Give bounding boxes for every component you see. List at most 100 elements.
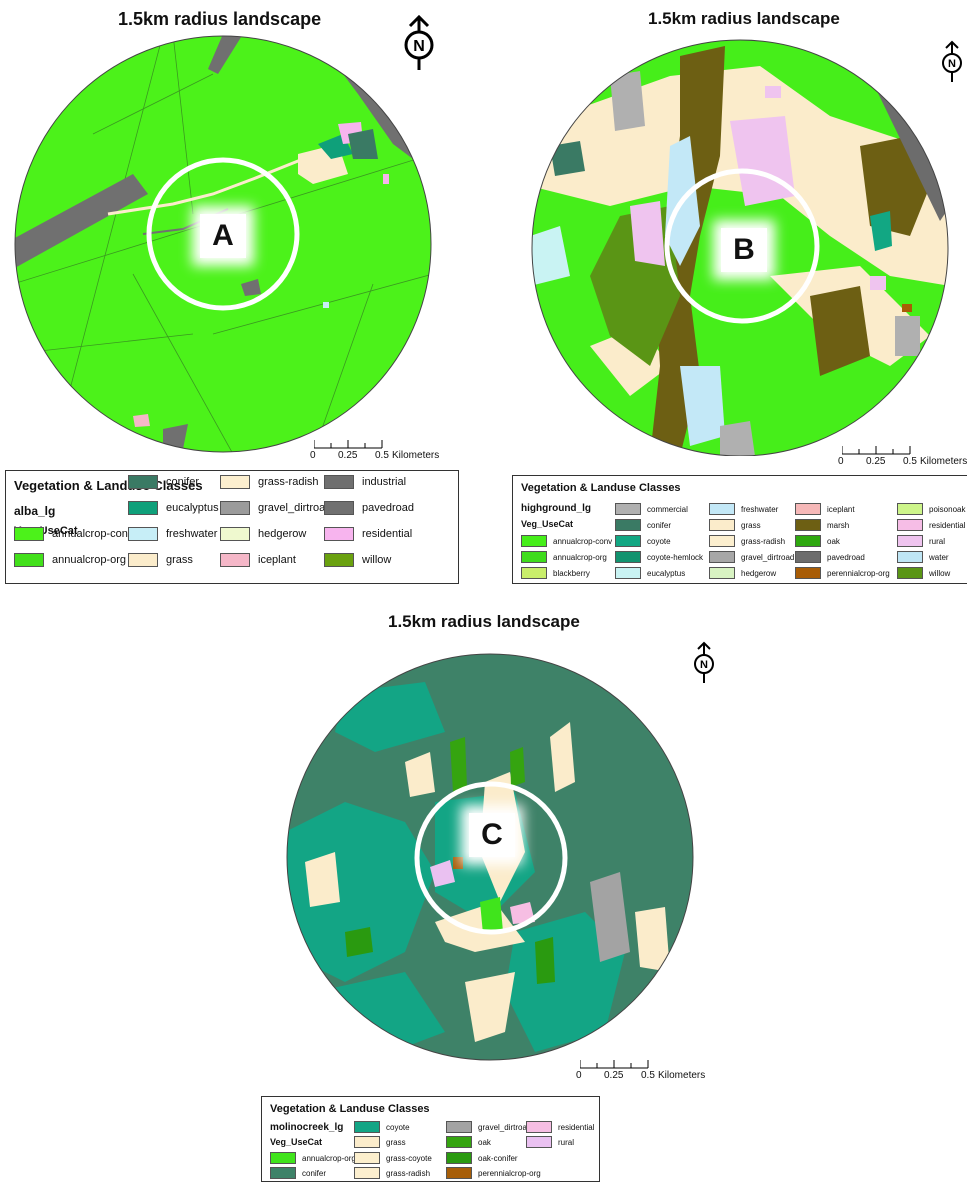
site-label-c: C <box>469 813 515 857</box>
legend-item: hedgerow <box>709 567 776 579</box>
legend-swatch <box>354 1167 380 1179</box>
map-c <box>286 653 694 1061</box>
legend-swatch <box>128 475 158 489</box>
legend-swatch <box>897 567 923 579</box>
legend-swatch <box>897 535 923 547</box>
legend-item: rural <box>526 1136 574 1148</box>
legend-swatch <box>354 1152 380 1164</box>
legend-swatch <box>795 551 821 563</box>
north-arrow-icon: N <box>940 40 964 89</box>
legend-item: gravel_dirtroad <box>709 551 794 563</box>
legend-a: Vegetation & Landuse Classes alba_lg Veg… <box>5 470 459 584</box>
legend-label: pavedroad <box>362 502 414 514</box>
scale-tick: 0.5 <box>375 450 389 461</box>
legend-label: commercial <box>647 504 688 514</box>
legend-item: commercial <box>615 503 688 515</box>
panel-b-title: 1.5km radius landscape <box>648 9 840 28</box>
legend-item: gravel_dirtroad <box>446 1121 531 1133</box>
legend-swatch <box>128 553 158 567</box>
map-b <box>531 39 949 456</box>
legend-swatch <box>615 567 641 579</box>
legend-label: perennialcrop-org <box>827 568 890 578</box>
legend-swatch <box>709 551 735 563</box>
legend-swatch <box>521 551 547 563</box>
legend-label: rural <box>558 1137 575 1147</box>
legend-swatch <box>709 503 735 515</box>
legend-item: perennialcrop-org <box>446 1167 541 1179</box>
legend-item: iceplant <box>220 553 296 567</box>
legend-label: hedgerow <box>258 528 307 540</box>
legend-field-name: Veg_UseCat <box>270 1137 323 1147</box>
legend-swatch <box>795 567 821 579</box>
legend-item: oak <box>795 535 840 547</box>
legend-item: annualcrop-org <box>14 553 126 567</box>
legend-item: annualcrop-conv <box>14 527 133 541</box>
legend-label: annualcrop-org <box>302 1153 356 1163</box>
scale-tick: 0.25 <box>338 450 358 461</box>
legend-label: conifer <box>302 1168 327 1178</box>
legend-item: grass-coyote <box>354 1152 432 1164</box>
legend-item: residential <box>526 1121 594 1133</box>
legend-item: iceplant <box>795 503 855 515</box>
legend-label: water <box>929 552 949 562</box>
legend-item: freshwater <box>128 527 217 541</box>
legend-swatch <box>897 503 923 515</box>
legend-title: Vegetation & Landuse Classes <box>521 482 681 494</box>
legend-item: annualcrop-org <box>270 1152 356 1164</box>
legend-label: gravel_dirtroad <box>258 502 332 514</box>
legend-label: grass-coyote <box>386 1153 432 1163</box>
legend-swatch <box>446 1136 472 1148</box>
legend-item: eucalyptus <box>128 501 219 515</box>
legend-swatch <box>220 553 250 567</box>
legend-label: conifer <box>166 476 200 488</box>
legend-label: freshwater <box>166 528 218 540</box>
legend-item: grass <box>354 1136 406 1148</box>
legend-label: marsh <box>827 520 850 530</box>
legend-label: gravel_dirtroad <box>741 552 795 562</box>
legend-item: grass <box>709 519 761 531</box>
north-letter: N <box>413 38 425 55</box>
legend-item: willow <box>897 567 950 579</box>
legend-layer-name: highground_lg <box>521 503 591 514</box>
legend-label: willow <box>929 568 951 578</box>
legend-label: residential <box>558 1122 595 1132</box>
scale-tick: 0 <box>838 456 844 467</box>
scale-tick: 0 <box>310 450 316 461</box>
legend-label: rural <box>929 536 946 546</box>
scale-unit: Kilometers <box>920 456 967 467</box>
legend-label: grass-radish <box>258 476 319 488</box>
legend-item: blackberry <box>521 567 590 579</box>
legend-item: poisonoak <box>897 503 965 515</box>
legend-item: pavedroad <box>795 551 865 563</box>
legend-label: coyote <box>386 1122 410 1132</box>
scale-bar-b: 0 0.25 0.5 Kilometers <box>838 444 967 470</box>
legend-swatch <box>324 475 354 489</box>
legend-label: eucalyptus <box>647 568 686 578</box>
legend-label: poisonoak <box>929 504 966 514</box>
legend-swatch <box>324 553 354 567</box>
legend-label: conifer <box>647 520 672 530</box>
legend-swatch <box>897 519 923 531</box>
scale-tick: 0.5 <box>641 1070 655 1081</box>
legend-swatch <box>354 1136 380 1148</box>
legend-item: residential <box>324 527 412 541</box>
scale-tick: 0.5 <box>903 456 917 467</box>
legend-label: grass-radish <box>386 1168 431 1178</box>
legend-item: conifer <box>615 519 671 531</box>
panel-c-title: 1.5km radius landscape <box>388 612 580 631</box>
legend-label: iceplant <box>258 554 296 566</box>
legend-item: conifer <box>128 475 199 489</box>
legend-item: eucalyptus <box>615 567 685 579</box>
legend-item: annualcrop-conv <box>521 535 612 547</box>
legend-label: oak <box>827 536 840 546</box>
legend-swatch <box>14 527 44 541</box>
legend-swatch <box>128 501 158 515</box>
scale-tick: 0 <box>576 1070 582 1081</box>
legend-label: grass <box>741 520 761 530</box>
legend-item: grass <box>128 553 193 567</box>
legend-item: annualcrop-org <box>521 551 607 563</box>
legend-swatch <box>270 1152 296 1164</box>
legend-item: coyote-hemlock <box>615 551 703 563</box>
legend-label: grass <box>166 554 193 566</box>
legend-swatch <box>220 527 250 541</box>
